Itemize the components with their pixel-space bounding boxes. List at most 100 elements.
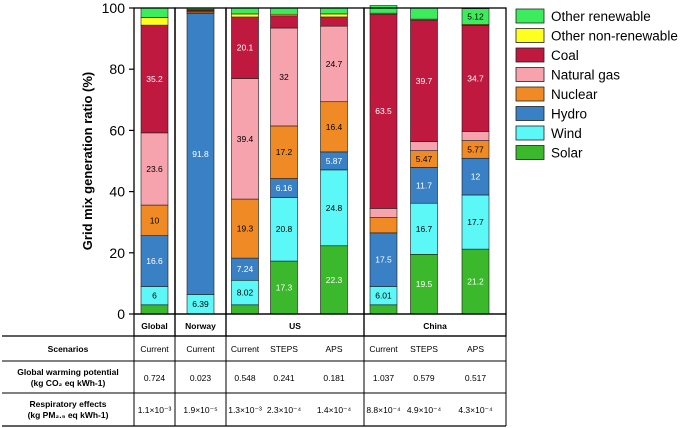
legend-swatch [515, 106, 545, 121]
scenario-cell: APS [325, 344, 342, 354]
y-tick-label: 60 [109, 122, 125, 138]
bar-stack: 8.02 7.24 19.3 39.4 20.1 [231, 7, 259, 315]
legend-label: Nuclear [551, 87, 598, 102]
bar-segment-hydro [410, 167, 438, 204]
segment-data-label: 19.5 [416, 279, 433, 289]
segment-data-label: 5.77 [467, 144, 484, 154]
bar-stack: 6 16.6 10 23.6 35.2 [140, 7, 169, 315]
segment-data-label: 16.6 [146, 256, 163, 266]
y-tick-label: 100 [102, 0, 126, 16]
segment-data-label: 63.5 [375, 106, 392, 116]
group-name-label: US [289, 321, 301, 331]
y-tick-label: 40 [109, 184, 125, 200]
segment-data-label: 32 [279, 72, 289, 82]
bar-segment-other-renewable [231, 7, 259, 15]
segment-data-label: 12 [471, 172, 481, 182]
legend-label: Coal [551, 48, 579, 63]
segment-data-label: 16.7 [416, 224, 433, 234]
legend-item: Other renewable [515, 8, 651, 24]
resp-cell: 4.3×10⁻⁴ [458, 405, 493, 415]
segment-data-label: 6.39 [192, 299, 209, 309]
bar-stack: 6.01 17.5 63.5 [369, 5, 398, 315]
bar-segment-wind [270, 197, 298, 262]
resp-cell: 1.4×10⁻⁴ [317, 405, 352, 415]
bar-segment-nuclear [320, 101, 348, 153]
scenario-cell: Current [369, 344, 398, 354]
bar-segment-coal [140, 24, 169, 134]
scenario-cell: STEPS [410, 344, 438, 354]
y-tick-label: 0 [117, 306, 125, 322]
gwp-cell: 0.579 [413, 373, 435, 383]
segment-data-label: 23.6 [146, 164, 163, 174]
legend-item: Wind [515, 125, 582, 141]
bar-segment-solar [410, 254, 438, 315]
bar-stack: 6.39 91.8 [186, 7, 215, 315]
gwp-cell: 0.517 [465, 373, 487, 383]
bar-segment-wind [410, 202, 438, 255]
bar-segment-hydro [369, 232, 398, 287]
bar-segment-natural-gas [410, 141, 438, 151]
segment-data-label: 24.7 [326, 59, 343, 69]
bar-segment-other-non-renewable [320, 13, 348, 18]
gwp-cell: 0.181 [323, 373, 345, 383]
bar-segment-natural-gas [369, 208, 398, 218]
bar-segment-coal [320, 16, 348, 27]
bar-segment-solar [320, 245, 348, 315]
segment-data-label: 6.16 [276, 183, 293, 193]
bar-segment-natural-gas [270, 27, 298, 127]
resp-cell: 1.1×10⁻³ [138, 405, 172, 415]
bar-segment-other-non-renewable [140, 17, 169, 26]
segment-data-label: 35.2 [146, 74, 163, 84]
segment-data-label: 22.3 [326, 275, 343, 285]
bar-stack: 22.3 24.8 5.87 16.4 24.7 [320, 7, 348, 315]
bar-segment-other-renewable [410, 7, 438, 20]
segment-data-label: 17.3 [276, 283, 293, 293]
legend-item: Natural gas [515, 67, 620, 83]
scenario-cell: Current [186, 344, 215, 354]
resp-cell: 1.9×10⁻⁵ [183, 405, 217, 415]
resp-row-unit: (kg PM₂.₅ eq kWh-1) [28, 410, 109, 420]
scenario-cell: APS [467, 344, 484, 354]
bar-segment-natural-gas [320, 25, 348, 103]
legend-swatch [515, 47, 545, 63]
segment-data-label: 17.2 [276, 147, 293, 157]
y-tick-label: 80 [109, 61, 125, 77]
bar-segment-solar [231, 304, 259, 315]
segment-data-label: 7.24 [237, 264, 254, 274]
segment-data-label: 5.12 [467, 11, 484, 21]
bar-segment-solar [140, 304, 169, 315]
gwp-cell: 0.548 [234, 373, 256, 383]
legend-swatch [515, 125, 545, 141]
bar-segment-other-non-renewable [231, 13, 259, 18]
resp-row-header: Respiratory effects [29, 399, 106, 409]
bar-segment-coal [231, 16, 259, 79]
segment-data-label: 17.5 [375, 255, 392, 265]
gwp-row-header: Global warming potential [17, 367, 119, 377]
segment-data-label: 5.47 [416, 154, 433, 164]
legend-label: Wind [551, 126, 582, 141]
bar-segment-other-renewable [320, 7, 348, 15]
scenarios-row-header: Scenarios [48, 344, 89, 354]
legend-swatch [515, 28, 545, 43]
gwp-cell: 1.037 [373, 373, 395, 383]
scenario-cell: STEPS [270, 344, 298, 354]
resp-cell: 1.3×10⁻³ [228, 405, 262, 415]
segment-data-label: 17.7 [467, 217, 484, 227]
resp-cell: 8.8×10⁻⁴ [366, 405, 401, 415]
legend-label: Solar [551, 146, 583, 161]
bar-segment-hydro [140, 235, 169, 287]
bar-segment-natural-gas [461, 131, 490, 141]
segment-data-label: 6 [152, 291, 157, 301]
bar-segment-other-renewable [270, 7, 298, 15]
segment-data-label: 34.7 [467, 73, 484, 83]
y-tick-label: 20 [109, 245, 125, 261]
segment-data-label: 24.8 [326, 203, 343, 213]
resp-cell: 4.9×10⁻⁴ [407, 405, 442, 415]
segment-data-label: 16.4 [326, 122, 343, 132]
legend-item: Coal [515, 47, 579, 63]
bar-segment-natural-gas [140, 132, 169, 206]
scenario-cell: Current [231, 344, 260, 354]
bar-segment-natural-gas [231, 78, 259, 200]
gwp-cell: 0.023 [190, 373, 212, 383]
